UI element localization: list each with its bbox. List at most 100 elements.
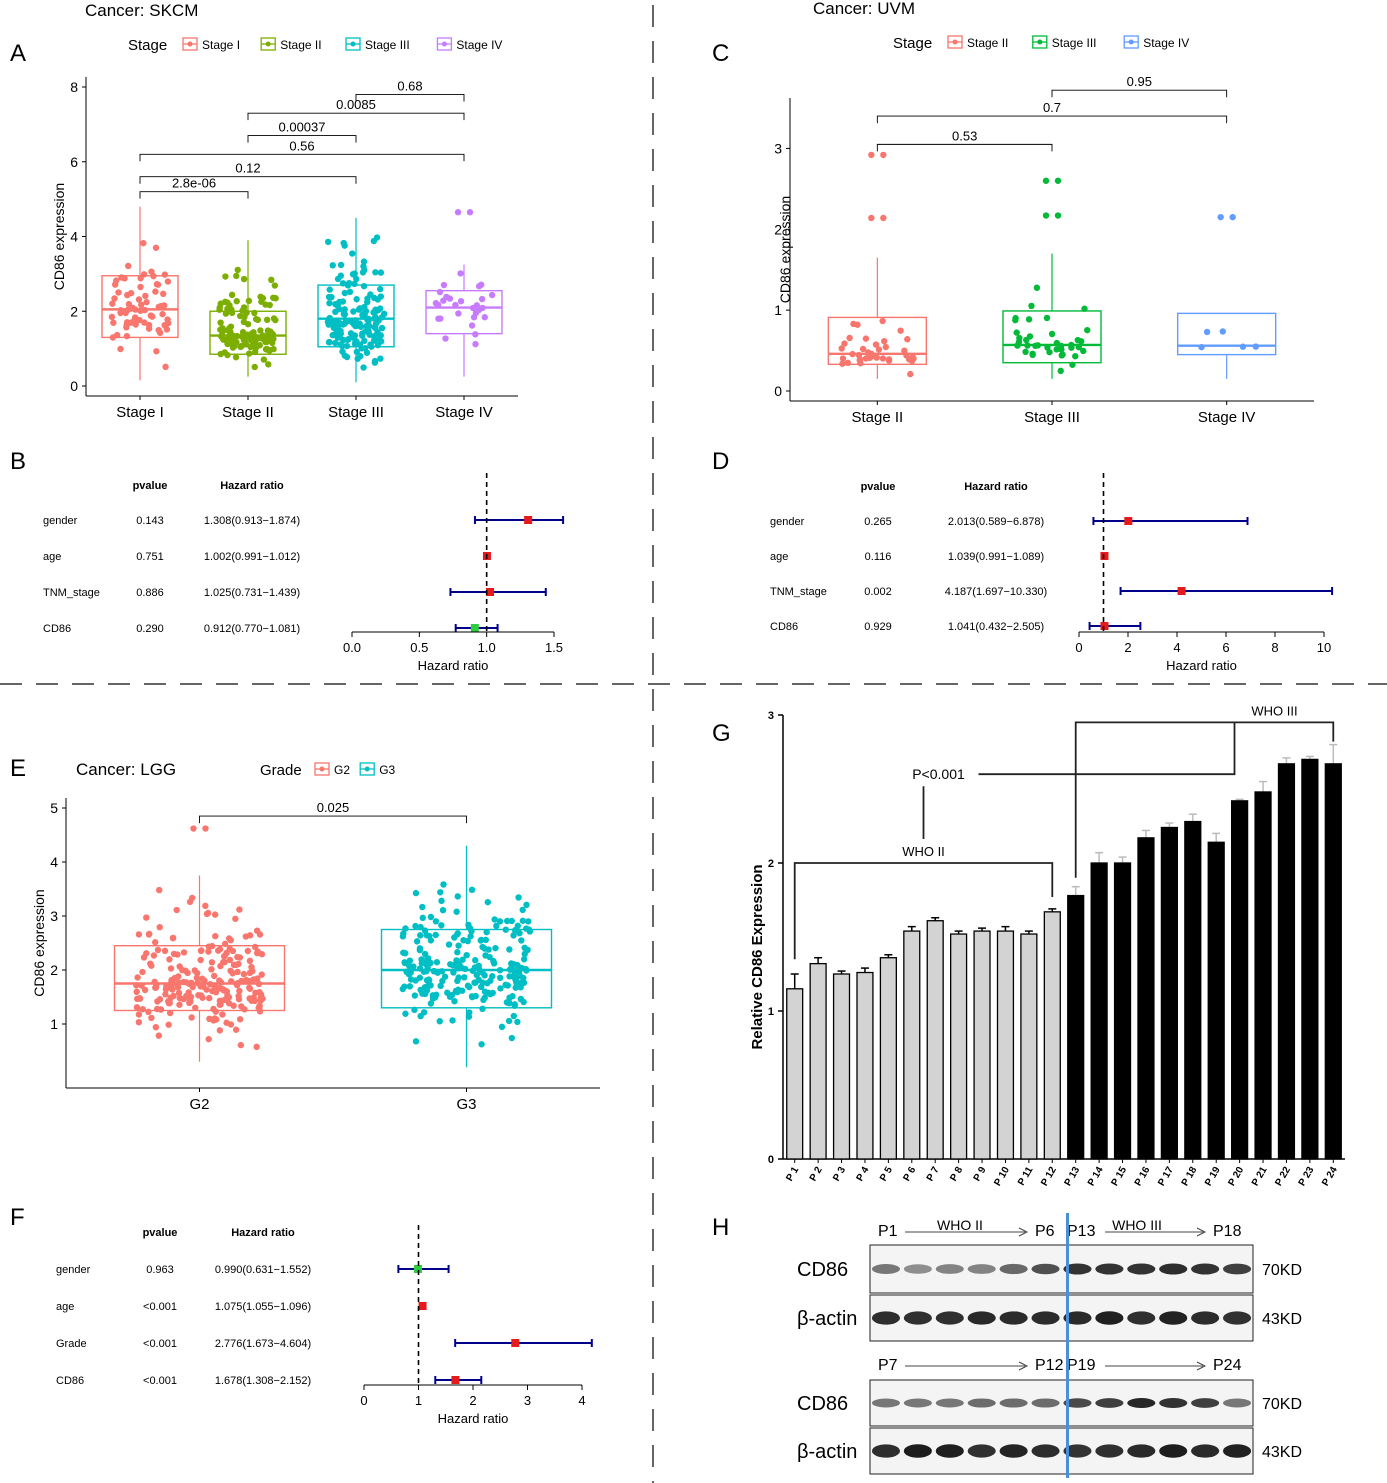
data-point xyxy=(141,306,149,314)
blot-band xyxy=(967,1398,996,1408)
x-tick-label: 2 xyxy=(469,1393,476,1408)
data-point xyxy=(374,317,381,324)
data-point xyxy=(175,973,182,980)
bar xyxy=(786,988,804,1160)
bar xyxy=(809,962,827,1160)
comparison-bracket xyxy=(876,143,1053,152)
data-point xyxy=(155,1032,163,1039)
data-point xyxy=(838,345,845,352)
uvm-boxplot: Cancer: UVM Stage Stage II Stage III Stage I… xyxy=(774,0,1314,426)
data-point xyxy=(455,942,462,949)
data-point xyxy=(447,961,454,968)
x-tick-label: 6 xyxy=(1222,640,1229,655)
data-point xyxy=(411,1006,418,1014)
data-point xyxy=(406,957,414,964)
data-point xyxy=(363,349,371,356)
data-point xyxy=(205,948,212,955)
data-point xyxy=(472,957,479,964)
x-tick-label: 8 xyxy=(1271,640,1278,655)
comparison-pvalue: 0.0085 xyxy=(336,97,376,112)
y-axis-label: CD86 expression xyxy=(31,889,47,996)
data-point xyxy=(257,293,264,300)
data-point xyxy=(156,923,163,931)
data-point xyxy=(334,334,342,341)
x-tick-label: P 12 xyxy=(1039,1165,1059,1189)
row-hazard-ratio: 1.025(0.731−1.439) xyxy=(204,587,300,599)
y-tick-label: 1 xyxy=(774,302,782,318)
data-point xyxy=(340,239,347,247)
data-point xyxy=(246,977,253,985)
blot-band xyxy=(999,1398,1028,1408)
blot-band xyxy=(935,1264,964,1274)
comparison-bracket xyxy=(247,112,465,121)
blot-band xyxy=(1127,1311,1156,1325)
data-point xyxy=(225,935,233,942)
x-tick-label: 3 xyxy=(524,1393,531,1408)
data-point xyxy=(901,347,908,354)
data-point xyxy=(406,983,414,990)
data-point xyxy=(152,244,160,251)
data-point xyxy=(885,357,893,364)
y-tick-label: 2 xyxy=(774,221,782,237)
header-pvalue: pvalue xyxy=(861,481,896,493)
x-tick-label: P 17 xyxy=(1156,1165,1176,1189)
data-point xyxy=(438,922,445,929)
data-point xyxy=(133,982,140,989)
data-point xyxy=(437,889,444,896)
blot-band xyxy=(871,1398,901,1408)
hr-marker xyxy=(486,588,495,596)
data-point xyxy=(351,317,359,324)
data-point xyxy=(173,906,180,914)
data-point xyxy=(203,986,210,993)
row-hazard-ratio: 0.990(0.631−1.552) xyxy=(215,1264,311,1276)
bar xyxy=(903,930,921,1160)
data-point xyxy=(492,944,499,952)
outlier-point xyxy=(1054,177,1062,184)
row-hazard-ratio: 2.013(0.589−6.878) xyxy=(948,516,1044,528)
data-point xyxy=(846,334,853,342)
chart-title: Cancer: LGG xyxy=(76,760,176,779)
data-point xyxy=(361,311,368,318)
lane-range-start: P13 xyxy=(1067,1223,1096,1240)
data-point xyxy=(141,986,149,994)
data-point xyxy=(423,977,431,984)
row-pvalue: <0.001 xyxy=(143,1301,177,1313)
data-point xyxy=(509,993,516,1000)
x-tick-label: 4 xyxy=(1173,640,1180,655)
data-point xyxy=(180,949,188,956)
blot-strip xyxy=(869,1244,1254,1294)
data-point xyxy=(487,977,494,984)
data-point xyxy=(510,960,517,968)
panel-label-a: A xyxy=(10,40,27,67)
data-point xyxy=(463,951,470,959)
data-point xyxy=(237,1041,245,1049)
lgg-boxplot: Cancer: LGG Grade G2 G3 1 2 3 4 5 CD86 expression… xyxy=(31,760,600,1113)
legend-key-dot xyxy=(441,41,447,47)
data-point xyxy=(875,346,883,353)
data-point xyxy=(427,1000,435,1007)
data-point xyxy=(506,946,513,953)
data-point xyxy=(340,336,347,344)
data-point xyxy=(169,977,176,984)
data-point xyxy=(1012,314,1019,322)
x-tick-label: P 3 xyxy=(831,1165,848,1184)
relative-expression-bar-chart: 0 1 2 3 Relative CD86 Expression P 1 P 2 P 3 P 4… xyxy=(749,703,1345,1189)
data-point xyxy=(161,947,169,955)
data-point xyxy=(329,331,336,339)
data-point xyxy=(176,1001,183,1008)
data-point xyxy=(226,956,234,964)
data-point xyxy=(341,352,349,359)
data-point xyxy=(197,983,204,990)
x-tick-label: 0 xyxy=(360,1393,367,1408)
data-point xyxy=(341,306,348,313)
hr-marker xyxy=(1100,622,1109,630)
data-point xyxy=(224,351,231,359)
x-tick-label: P 13 xyxy=(1063,1165,1083,1189)
y-tick-label: 6 xyxy=(70,154,78,170)
data-point xyxy=(326,319,333,327)
group-label: WHO III xyxy=(1112,1217,1162,1233)
data-point xyxy=(1053,339,1061,347)
data-point xyxy=(508,1034,516,1042)
group-label: WHO III xyxy=(1251,703,1297,718)
data-point xyxy=(236,987,243,995)
